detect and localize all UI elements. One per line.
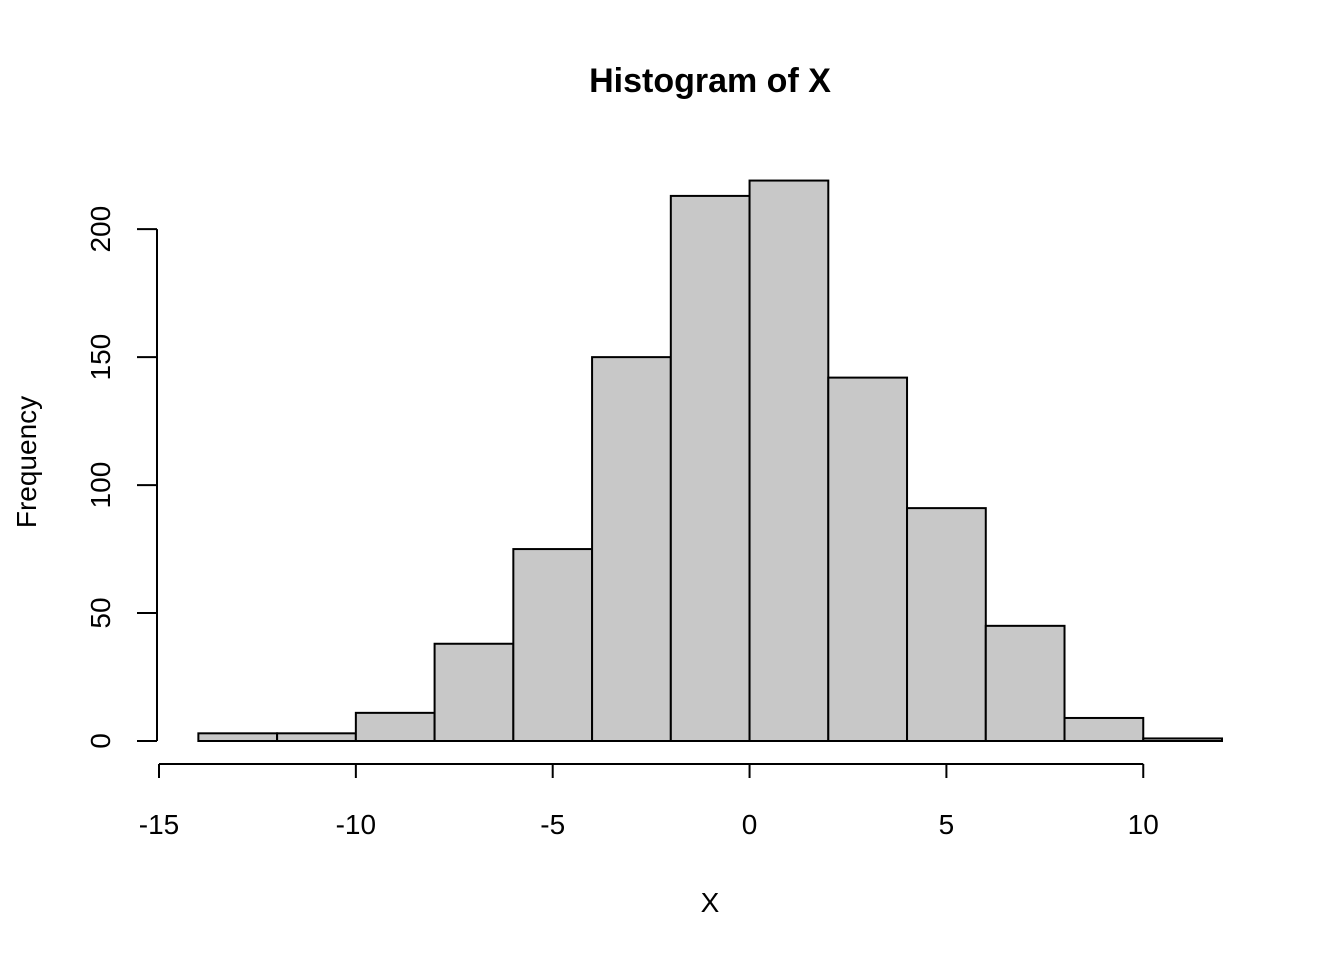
bar	[1142, 737, 1224, 743]
y-axis-label: Frequency	[11, 396, 42, 528]
bar	[512, 548, 594, 742]
bar	[827, 376, 909, 742]
y-tick-label: 100	[85, 462, 116, 509]
chart-title: Histogram of X	[589, 62, 831, 100]
bar	[433, 642, 515, 742]
y-tick-label: 150	[85, 334, 116, 381]
x-tick-label: -15	[139, 809, 179, 840]
x-tick-label: 5	[939, 809, 955, 840]
y-tick-label: 50	[85, 597, 116, 628]
x-tick-label: 0	[742, 809, 758, 840]
bar	[276, 732, 357, 743]
y-tick-label: 0	[85, 733, 116, 749]
x-tick-label: 10	[1128, 809, 1159, 840]
bar	[669, 194, 751, 742]
x-tick-label: -5	[540, 809, 565, 840]
y-tick-label: 200	[85, 206, 116, 253]
bar	[354, 711, 436, 742]
x-tick-label: -10	[336, 809, 376, 840]
bar	[1063, 716, 1145, 743]
x-axis-label: X	[701, 887, 720, 918]
bar	[984, 624, 1066, 742]
bar	[906, 507, 987, 743]
bar	[197, 732, 279, 743]
bar	[591, 356, 672, 742]
bar	[748, 179, 830, 743]
